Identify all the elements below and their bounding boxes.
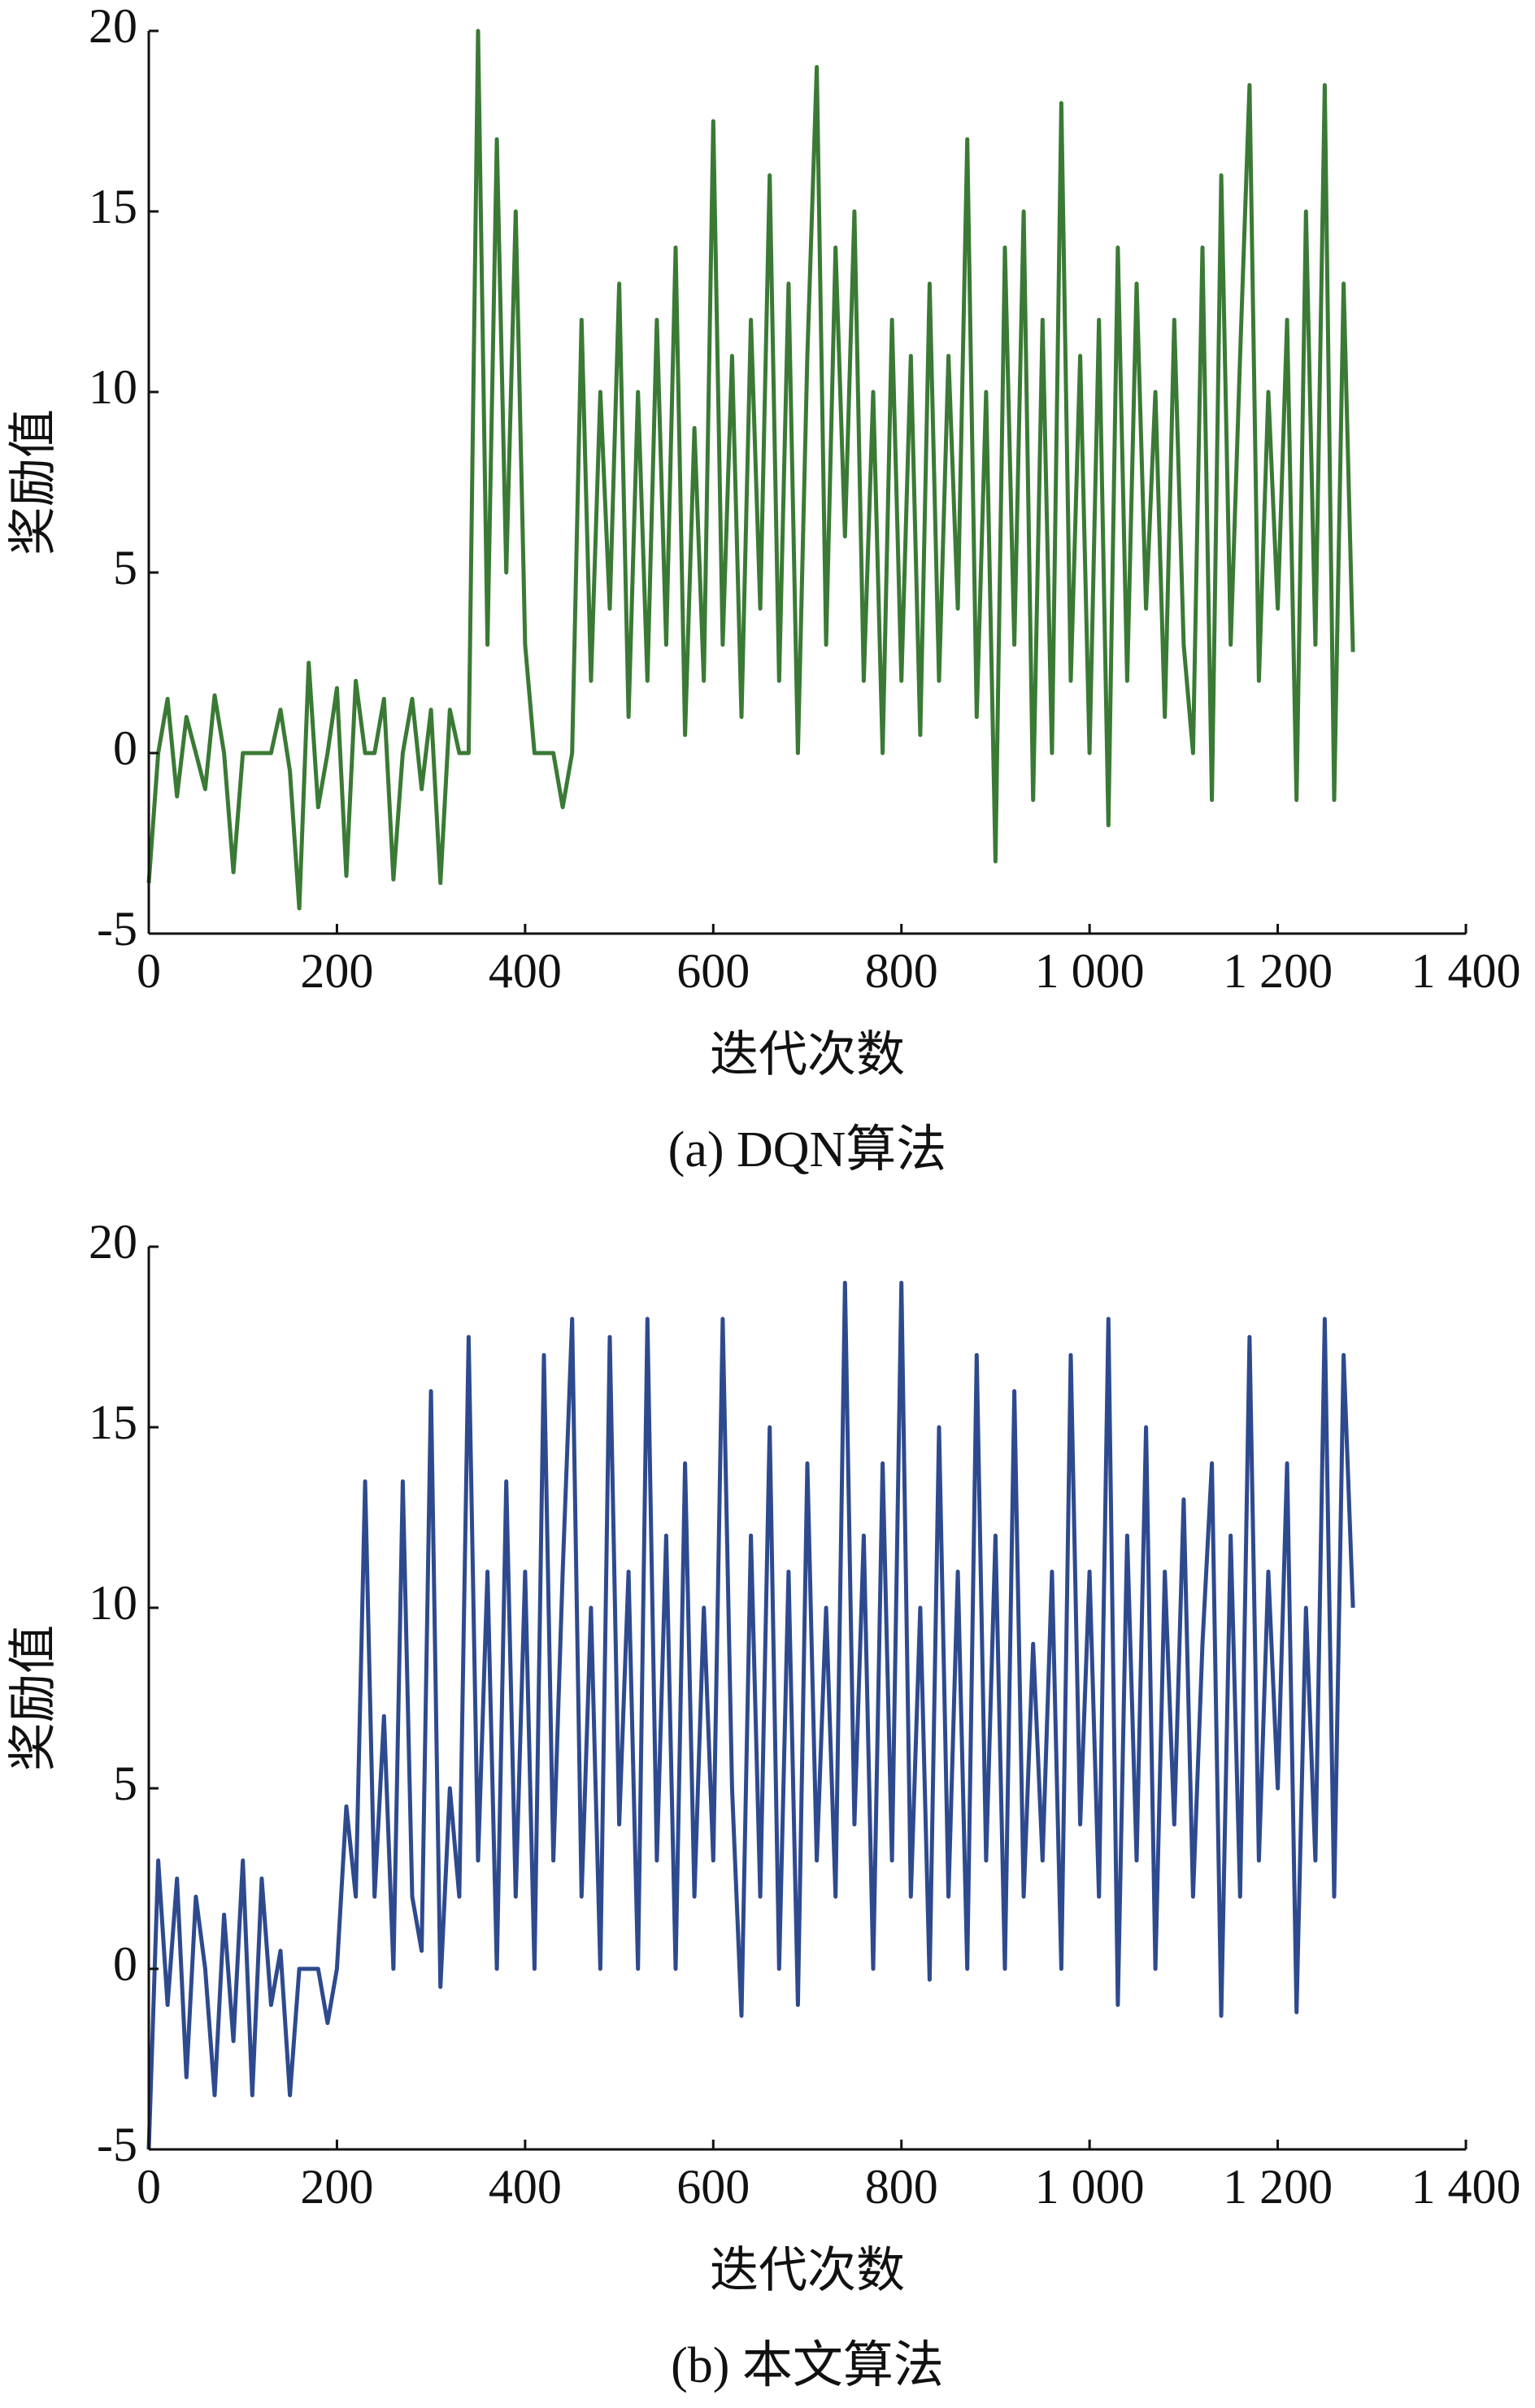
y-tick-label: -5 <box>97 902 137 956</box>
x-axis-label: 迭代次数 <box>710 2244 905 2297</box>
y-tick-label: 20 <box>89 1215 137 1269</box>
x-tick-label: 1 000 <box>1035 2160 1145 2214</box>
x-tick-label: 600 <box>676 2160 750 2214</box>
y-tick-label: 5 <box>113 1757 137 1810</box>
y-axis-label: 奖励值 <box>7 409 60 555</box>
x-tick-label: 0 <box>137 944 161 998</box>
y-tick-label: -5 <box>97 2118 137 2171</box>
x-tick-label: 1 400 <box>1411 944 1521 998</box>
y-tick-label: 10 <box>89 1576 137 1630</box>
y-tick-label: 5 <box>113 541 137 594</box>
x-tick-label: 0 <box>137 2160 161 2214</box>
x-tick-label: 200 <box>300 2160 373 2214</box>
x-tick-label: 800 <box>865 2160 938 2214</box>
x-tick-label: 800 <box>865 944 938 998</box>
y-axis-label: 奖励值 <box>7 1625 60 1771</box>
y-tick-label: 20 <box>89 0 137 53</box>
x-axis-label: 迭代次数 <box>710 1028 905 1082</box>
y-tick-label: 0 <box>113 721 137 775</box>
caption: (a) DQN算法 <box>668 1122 947 1178</box>
data-line <box>146 1280 1355 2150</box>
y-tick-label: 15 <box>89 180 137 233</box>
y-tick-label: 15 <box>89 1396 137 1449</box>
y-tick-label: 10 <box>89 360 137 414</box>
x-tick-label: 1 200 <box>1223 2160 1333 2214</box>
x-tick-label: 400 <box>489 2160 562 2214</box>
caption: (b) 本文算法 <box>671 2338 944 2393</box>
data-line <box>146 28 1355 911</box>
x-tick-label: 1 000 <box>1035 944 1145 998</box>
x-tick-label: 600 <box>676 944 750 998</box>
x-tick-label: 400 <box>489 944 562 998</box>
x-tick-label: 1 200 <box>1223 944 1333 998</box>
x-tick-label: 200 <box>300 944 373 998</box>
y-tick-label: 0 <box>113 1937 137 1991</box>
x-tick-label: 1 400 <box>1411 2160 1521 2214</box>
